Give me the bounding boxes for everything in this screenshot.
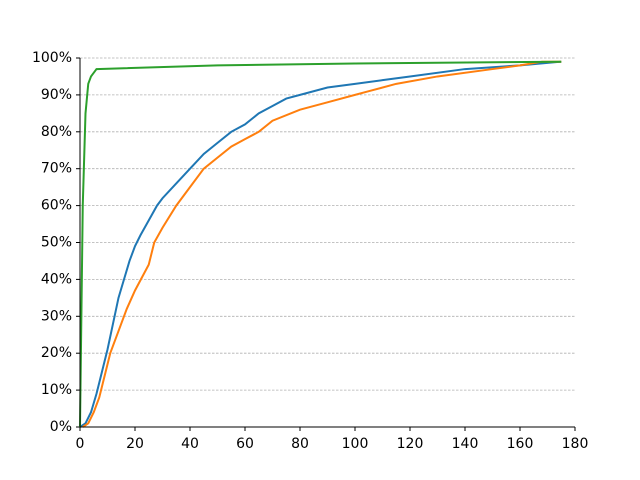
- x-tick-label: 120: [397, 436, 424, 452]
- y-tick-label: 80%: [41, 124, 72, 140]
- y-tick-label: 50%: [41, 235, 72, 251]
- x-tick-label: 160: [507, 436, 534, 452]
- y-tick-label: 20%: [41, 345, 72, 361]
- x-tick-label: 20: [126, 436, 144, 452]
- y-tick-label: 70%: [41, 161, 72, 177]
- data-line: [79, 60, 562, 428]
- x-tick-label: 80: [291, 436, 309, 452]
- y-tick-label: 0%: [50, 419, 72, 435]
- x-tick-label: 180: [562, 436, 589, 452]
- x-tick-label: 140: [452, 436, 479, 452]
- y-tick-label: 40%: [41, 271, 72, 287]
- data-line: [82, 60, 562, 428]
- y-tick-label: 60%: [41, 198, 72, 214]
- x-tick-label: 100: [342, 436, 369, 452]
- y-tick-label: 30%: [41, 308, 72, 324]
- data-line: [79, 60, 562, 428]
- y-tick-label: 10%: [41, 382, 72, 398]
- x-tick-label: 0: [76, 436, 85, 452]
- y-tick-label: 90%: [41, 87, 72, 103]
- x-tick-label: 40: [181, 436, 199, 452]
- x-tick-label: 60: [236, 436, 254, 452]
- y-tick-label: 100%: [32, 50, 72, 66]
